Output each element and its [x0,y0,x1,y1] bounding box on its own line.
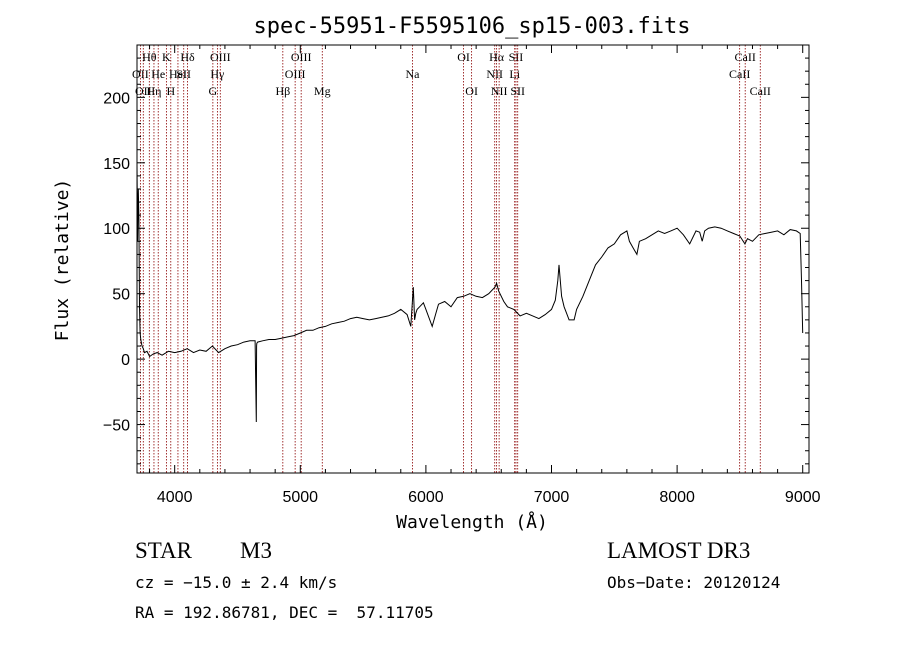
line-label-5: K [162,50,171,64]
line-label-23: Li [509,67,520,81]
object-class: STAR [135,538,192,563]
axis-ticks: 4000 5000 6000 7000 8000 9000 −50 0 50 100 150 200 [103,44,821,506]
line-label-26: CaII [729,67,750,81]
x-axis-label: Wavelength (Å) [396,511,548,533]
line-label-16: Mg [314,84,331,98]
line-label-7: HeI [169,67,187,81]
y-tick-label: 50 [112,287,130,304]
observation-date: Obs−Date: 20120124 [607,573,781,592]
y-tick-label: −50 [103,418,130,435]
line-label-25: SII [510,84,525,98]
line-label-11: Hγ [210,67,225,81]
y-tick-label: 200 [103,90,130,107]
spectrum-series [136,162,804,423]
line-label-15: OIII [291,50,312,64]
line-label-4: He [151,67,165,81]
x-tick-label: 4000 [157,489,193,506]
line-label-22: NII [491,84,508,98]
line-label-14: OIII [285,67,306,81]
line-label-1: OII [135,84,152,98]
spectrum-line [136,162,804,423]
y-tick-label: 100 [103,221,130,238]
x-tick-label: 6000 [408,489,444,506]
line-label-13: Hβ [275,84,290,98]
chart-title: spec-55951-F5595106_sp15-003.fits [253,14,690,39]
y-tick-label: 150 [103,156,130,173]
line-label-3: Hη [146,84,161,98]
x-tick-label: 8000 [659,489,695,506]
line-label-27: CaII [735,50,756,64]
line-label-28: CaII [750,84,771,98]
line-label-8: SII [176,67,191,81]
x-tick-label: 7000 [534,489,570,506]
line-label-2: Hθ [142,50,157,64]
plot-frame [136,44,810,474]
redshift-cz: cz = −15.0 ± 2.4 km/s [135,573,338,592]
line-label-21: Hα [489,50,505,64]
coordinates: RA = 192.86781, DEC = 57.11705 [135,603,434,622]
y-axis-label: Flux (relative) [52,179,73,342]
line-label-20: NII [486,67,503,81]
line-label-6: H [166,84,175,98]
line-label-12: OIII [210,50,231,64]
line-label-10: G [209,84,218,98]
x-tick-label: 9000 [785,489,821,506]
line-label-18: OI [457,50,470,64]
line-label-19: OI [465,84,478,98]
y-tick-label: 0 [121,352,130,369]
line-label-24: SII [509,50,524,64]
line-label-0: OII [132,67,149,81]
emission-line-markers: OIIOIIHθHηHeKHHeISIIHδGHγOIIIHβOIIIOIIIM… [132,45,771,473]
line-label-9: Hδ [180,50,195,64]
x-tick-label: 5000 [282,489,318,506]
survey-name: LAMOST DR3 [607,538,751,563]
object-subclass: M3 [240,538,272,563]
line-label-17: Na [405,67,420,81]
